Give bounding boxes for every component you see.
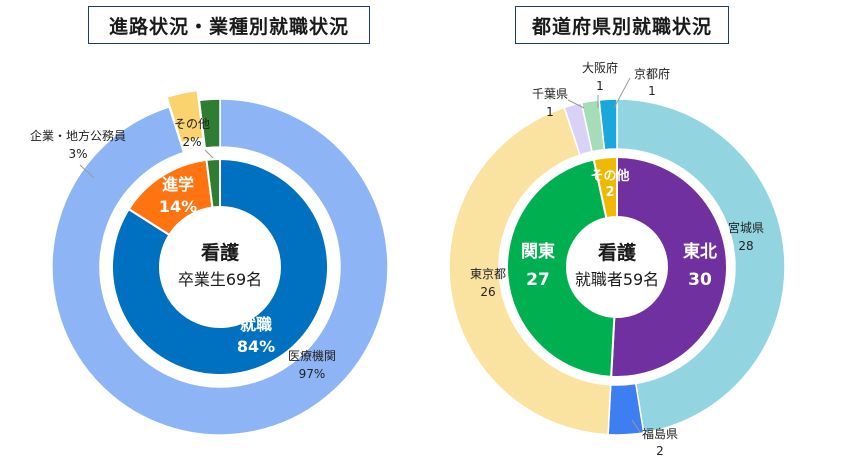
outer-label-value-0-0: 97% bbox=[299, 367, 326, 381]
outer-label-name-1-2: 東京都 bbox=[470, 267, 506, 281]
leader-line-1-1 bbox=[631, 419, 641, 433]
leader-line-0-1 bbox=[79, 164, 95, 179]
outer-label-value-1-5: 1 bbox=[648, 84, 656, 98]
outer-label-value-1-3: 1 bbox=[546, 105, 554, 119]
outer-label-name-0-1: 企業・地方公務員 bbox=[30, 128, 126, 143]
inner-label-value-0-0: 84% bbox=[237, 337, 275, 356]
outer-label-name-1-3: 千葉県 bbox=[532, 87, 568, 101]
outer-label-value-0-1: 3% bbox=[68, 147, 87, 161]
inner-slice-1-1 bbox=[506, 158, 616, 378]
chart-title-left: 進路状況・業種別就職状況 bbox=[88, 6, 370, 44]
inner-label-value-0-1: 14% bbox=[159, 197, 197, 216]
outer-label-value-1-2: 26 bbox=[480, 285, 495, 299]
inner-slice-0-2 bbox=[205, 157, 221, 209]
donut-chart-1: 看護就職者59名東北30関東27その他2宮城県28福島県2東京都26千葉県1大阪… bbox=[448, 60, 786, 458]
inner-label-name-0-0: 就職 bbox=[240, 315, 272, 334]
outer-label-value-1-1: 2 bbox=[656, 444, 664, 458]
outer-slice-0-2 bbox=[198, 98, 221, 149]
outer-label-value-1-4: 1 bbox=[596, 79, 604, 93]
outer-slice-1-0 bbox=[616, 98, 786, 434]
outer-label-name-0-2: その他 bbox=[174, 117, 210, 131]
center-title-1: 看護 bbox=[597, 241, 637, 264]
inner-label-value-1-0: 30 bbox=[688, 270, 712, 290]
leader-line-0-2 bbox=[204, 149, 214, 159]
inner-label-name-1-1: 関東 bbox=[521, 241, 555, 262]
chart-title-right: 都道府県別就職状況 bbox=[515, 6, 729, 44]
outer-slice-0-0 bbox=[51, 98, 389, 436]
inner-label-name-1-0: 東北 bbox=[683, 241, 717, 262]
outer-slice-1-2 bbox=[448, 106, 612, 436]
outer-slice-0-1 bbox=[165, 89, 204, 144]
center-subtitle-0: 卒業生69名 bbox=[178, 270, 262, 289]
inner-label-value-1-1: 27 bbox=[526, 270, 550, 290]
inner-slice-0-0 bbox=[111, 157, 329, 376]
inner-label-name-0-1: 進学 bbox=[162, 175, 194, 194]
outer-slice-1-5 bbox=[598, 98, 618, 151]
outer-label-value-0-2: 2% bbox=[182, 135, 201, 149]
outer-label-value-1-0: 28 bbox=[738, 239, 753, 253]
inner-slice-1-2 bbox=[592, 155, 618, 220]
outer-label-name-1-4: 大阪府 bbox=[582, 60, 618, 75]
outer-label-name-0-0: 医療機関 bbox=[288, 348, 336, 363]
inner-label-value-1-2: 2 bbox=[605, 185, 614, 200]
inner-label-name-1-2: その他 bbox=[590, 168, 629, 184]
outer-label-name-1-0: 宮城県 bbox=[728, 220, 764, 235]
center-title-0: 看護 bbox=[200, 241, 240, 264]
center-subtitle-1: 就職者59名 bbox=[575, 270, 659, 289]
leader-line-1-5 bbox=[613, 77, 631, 109]
inner-slice-1-0 bbox=[610, 155, 728, 378]
outer-label-name-1-1: 福島県 bbox=[642, 426, 678, 441]
leader-line-1-3 bbox=[567, 99, 585, 109]
outer-label-name-1-5: 京都府 bbox=[634, 66, 670, 81]
